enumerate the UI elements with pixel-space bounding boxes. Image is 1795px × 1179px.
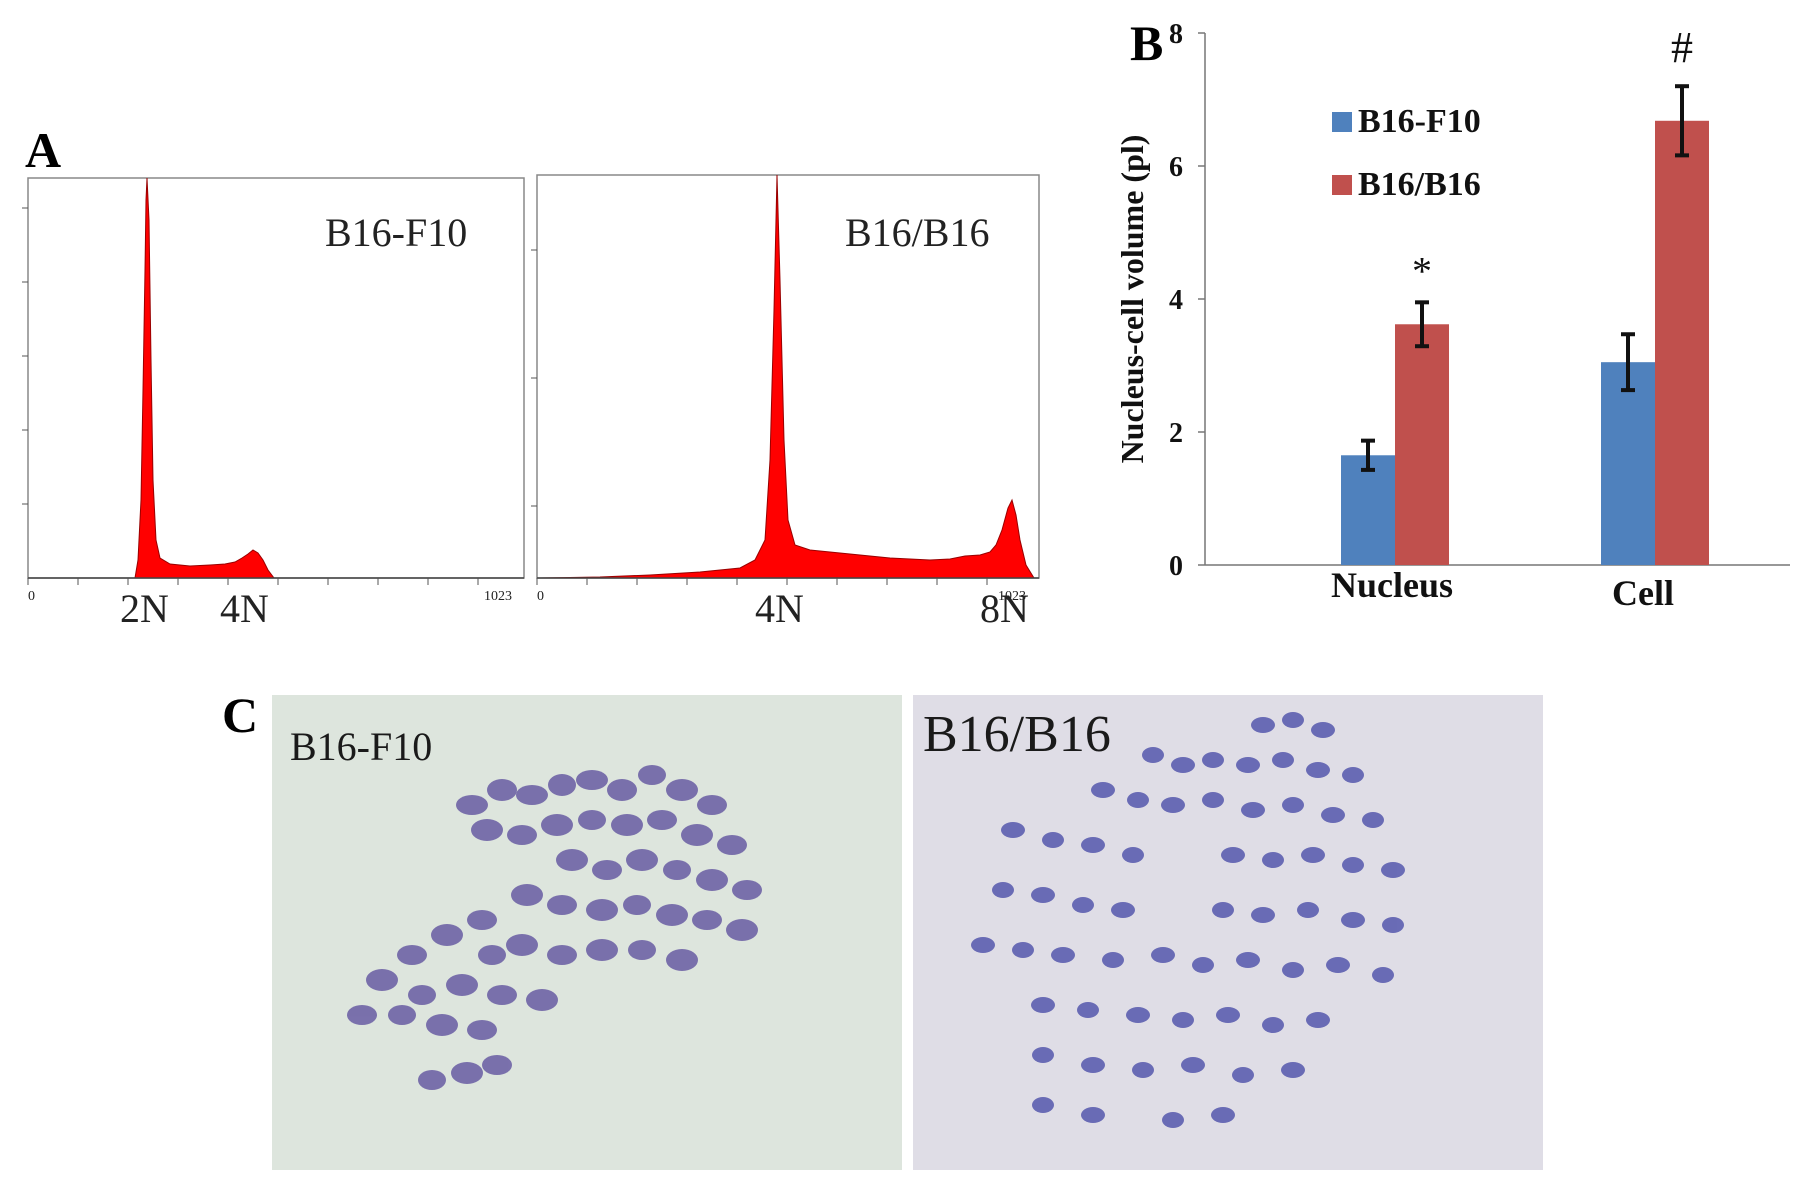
significance-marker: * bbox=[1412, 248, 1432, 293]
histogram-left-label: B16-F10 bbox=[325, 210, 467, 255]
photo-right-label: B16/B16 bbox=[923, 706, 1111, 763]
y-tick-label: 4 bbox=[1169, 285, 1183, 316]
histogram-right-label: B16/B16 bbox=[845, 210, 989, 255]
photo-left-label: B16-F10 bbox=[290, 724, 433, 769]
panel-letter-b: B bbox=[1130, 15, 1164, 71]
histogram-right-peaks bbox=[539, 174, 1035, 579]
dna-content-histograms: B16-F10 0 1023 2N 4N B16/B16 0 1023 4N 8… bbox=[22, 174, 1040, 631]
bar-b16-b16-nucleus bbox=[1395, 324, 1449, 565]
bar-b16-f10-nucleus bbox=[1341, 455, 1395, 565]
chromosome-spread-photo-right: B16/B16 bbox=[913, 695, 1543, 1170]
bar-layer: 0 2 4 6 8 Nucleus-cell volume (pl) * Nucleus # Ce… bbox=[1114, 19, 1790, 613]
legend-label: B16/B16 bbox=[1358, 166, 1481, 203]
y-tick-label: 6 bbox=[1169, 152, 1183, 183]
legend-swatch bbox=[1332, 112, 1352, 132]
histogram-left-peak-label: 4N bbox=[220, 586, 269, 631]
histogram-left-axis-end: 1023 bbox=[484, 589, 512, 604]
volume-bar-chart: 0 2 4 6 8 Nucleus-cell volume (pl) * Nucleus # Ce… bbox=[1114, 19, 1790, 613]
histogram-left-axis-start: 0 bbox=[28, 589, 35, 604]
histogram-left-peak-label: 2N bbox=[120, 586, 169, 631]
histogram-right-axis-start: 0 bbox=[537, 589, 544, 604]
histogram-right: B16/B16 0 1023 4N 8N bbox=[531, 174, 1040, 631]
panel-letter-c: C bbox=[222, 687, 259, 743]
y-tick-label: 2 bbox=[1169, 418, 1183, 449]
histogram-right-peak-label: 4N bbox=[755, 586, 804, 631]
chromosome-cluster-left bbox=[347, 765, 762, 1090]
bar-b16-f10-cell bbox=[1601, 362, 1655, 565]
category-label: Nucleus bbox=[1331, 565, 1453, 605]
histogram-right-axis-end: 1023 bbox=[998, 589, 1026, 604]
histogram-left-peaks bbox=[134, 177, 275, 579]
chromosome-cluster-right bbox=[971, 712, 1405, 1128]
y-tick-label: 0 bbox=[1169, 551, 1183, 582]
significance-marker: # bbox=[1671, 23, 1693, 72]
legend-label: B16-F10 bbox=[1358, 103, 1481, 140]
category-label: Cell bbox=[1612, 573, 1674, 613]
histogram-left: B16-F10 0 1023 2N 4N bbox=[22, 177, 525, 631]
panel-letter-a: A bbox=[25, 122, 62, 178]
histogram-right-peak-label: 8N bbox=[980, 586, 1029, 631]
legend-swatch bbox=[1332, 175, 1352, 195]
y-axis-label: Nucleus-cell volume (pl) bbox=[1114, 135, 1150, 464]
y-tick-label: 8 bbox=[1169, 19, 1183, 50]
bar-b16-b16-cell bbox=[1655, 120, 1709, 565]
chromosome-spread-photo-left: B16-F10 bbox=[272, 695, 902, 1170]
